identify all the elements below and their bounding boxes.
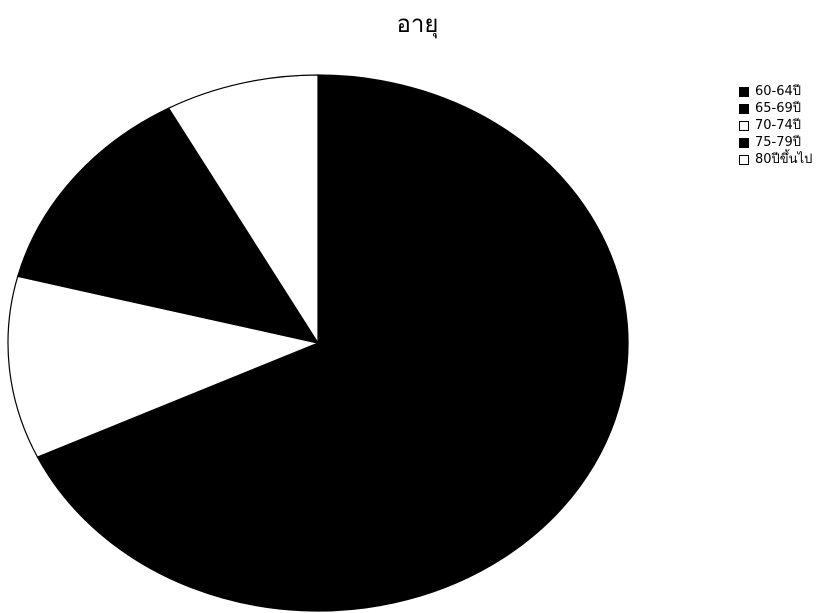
legend-item: 70-74ปี bbox=[739, 117, 812, 134]
pie-slice-3 bbox=[7, 275, 321, 458]
legend-item: 65-69ปี bbox=[739, 100, 812, 117]
legend-item: 60-64ปี bbox=[739, 83, 812, 100]
chart-title: อายุ bbox=[396, 10, 439, 38]
legend-item: 80ปีขึ้นไป bbox=[739, 151, 812, 168]
legend-swatch bbox=[739, 137, 749, 148]
pie-slice-4 bbox=[16, 107, 320, 344]
pie-slices bbox=[7, 74, 629, 612]
chart-legend: 60-64ปี 65-69ปี 70-74ปี 75-79ปี 80ปีขึ้นไป bbox=[739, 83, 812, 168]
legend-swatch bbox=[739, 154, 749, 165]
legend-label: 70-74ปี bbox=[755, 118, 802, 133]
legend-label: 60-64ปี bbox=[755, 84, 802, 99]
legend-swatch bbox=[739, 86, 749, 97]
legend-swatch bbox=[739, 120, 749, 131]
legend-label: 80ปีขึ้นไป bbox=[755, 152, 813, 167]
pie-slice-5 bbox=[167, 74, 319, 346]
legend-swatch bbox=[739, 103, 749, 114]
pie-slice-1 bbox=[36, 74, 629, 612]
legend-label: 75-79ปี bbox=[755, 135, 802, 150]
legend-item: 75-79ปี bbox=[739, 134, 812, 151]
legend-label: 65-69ปี bbox=[755, 101, 802, 116]
